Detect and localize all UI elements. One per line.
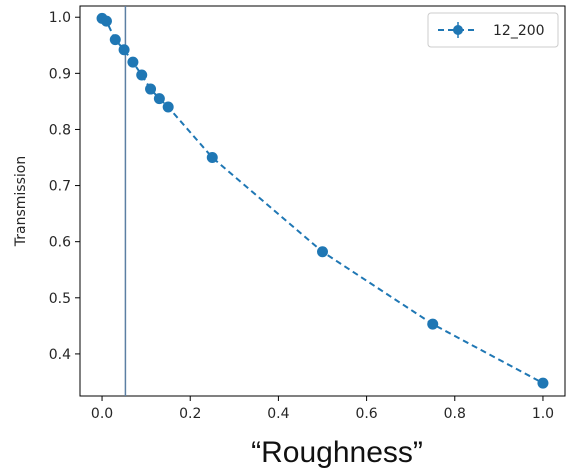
x-tick-label: 0.0 (91, 406, 113, 422)
legend: 12_200 (427, 12, 559, 48)
data-point (537, 377, 549, 389)
plot-area (79, 5, 566, 397)
data-point (100, 15, 112, 27)
plot-frame (79, 5, 566, 397)
data-point (427, 318, 439, 330)
x-tick-label: 0.2 (179, 406, 201, 422)
y-axis-label: Transmission (13, 156, 29, 247)
y-tick-label: 0.8 (49, 122, 71, 138)
legend-marker-sample (453, 25, 463, 35)
data-point (162, 101, 174, 113)
data-point (109, 34, 121, 46)
data-point (127, 56, 139, 68)
x-tick-label: 1.0 (532, 406, 554, 422)
data-point (206, 152, 218, 164)
data-point (317, 246, 328, 258)
data-point (118, 44, 130, 56)
series-layer (96, 12, 549, 389)
legend-label: 12_200 (493, 23, 545, 39)
x-tick-label: 0.4 (267, 406, 289, 422)
series-line (101, 17, 544, 384)
data-point (145, 83, 157, 95)
legend-box (427, 12, 559, 48)
x-axis-ticks: 0.0 0.2 0.4 0.6 0.8 1.0 (91, 396, 554, 422)
y-tick-label: 0.9 (49, 66, 71, 82)
y-tick-label: 1.0 (49, 10, 71, 26)
y-tick-label: 0.7 (49, 179, 71, 195)
y-tick-label: 0.6 (49, 235, 71, 251)
data-point (153, 93, 165, 105)
y-axis-ticks: 0.4 0.5 0.6 0.7 0.8 0.9 1.0 (49, 10, 80, 363)
y-tick-label: 0.5 (49, 291, 71, 307)
y-tick-label: 0.4 (49, 347, 71, 363)
data-point (136, 69, 148, 81)
x-tick-label: 0.8 (444, 406, 466, 422)
x-tick-label: 0.6 (355, 406, 377, 422)
x-axis-label: “Roughness” (251, 436, 423, 469)
